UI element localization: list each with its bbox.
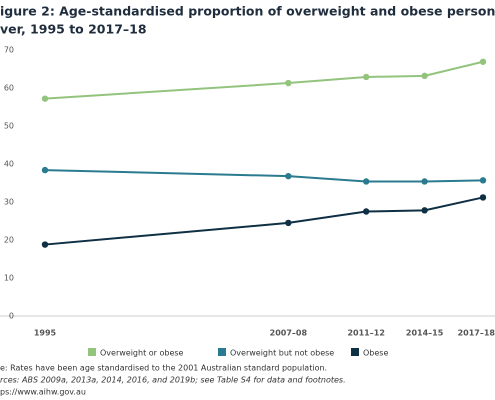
- chart-title: ver, 1995 to 2017–18: [0, 22, 147, 37]
- data-point: [285, 219, 292, 227]
- legend-label: Overweight or obese: [100, 349, 184, 358]
- data-point: [41, 241, 49, 248]
- y-tick-label: 10: [4, 274, 14, 283]
- data-point: [479, 58, 487, 65]
- series-line: [44, 60, 484, 100]
- legend-swatch: [218, 348, 226, 356]
- legend-label: Overweight but not obese: [230, 349, 334, 358]
- x-tick-label: 2014–15: [406, 329, 444, 338]
- x-tick-label: 2007–08: [270, 329, 308, 338]
- y-tick-label: 20: [4, 236, 14, 245]
- data-point: [421, 72, 428, 80]
- x-tick-label: 2011–12: [347, 329, 384, 338]
- y-tick-label: 40: [4, 160, 14, 169]
- data-point: [363, 208, 370, 215]
- data-point: [285, 172, 292, 180]
- data-point: [363, 73, 370, 81]
- series-line: [44, 196, 484, 246]
- y-tick-label: 70: [4, 46, 14, 55]
- series-line: [44, 169, 484, 183]
- x-tick-label: 1995: [34, 329, 57, 338]
- data-point: [479, 194, 487, 201]
- data-point: [285, 79, 292, 87]
- data-point: [41, 95, 49, 102]
- data-point: [41, 166, 49, 174]
- legend-swatch: [351, 348, 359, 356]
- data-point: [479, 177, 487, 184]
- note: e: Rates have been age standardised to t…: [0, 364, 327, 373]
- note: rces: ABS 2009a, 2013a, 2014, 2016, and …: [0, 376, 346, 385]
- y-tick-label: 60: [4, 84, 14, 93]
- chart-title: igure 2: Age-standardised proportion of …: [0, 4, 495, 19]
- y-tick-label: 0: [9, 312, 14, 321]
- data-point: [421, 178, 428, 185]
- data-point: [421, 207, 428, 214]
- y-tick-label: 30: [4, 198, 14, 207]
- legend-swatch: [88, 348, 96, 356]
- y-tick-label: 50: [4, 122, 14, 131]
- x-tick-label: 2017–18: [458, 329, 495, 338]
- legend-label: Obese: [363, 349, 388, 358]
- data-point: [363, 178, 370, 185]
- note-link[interactable]: ps://www.aihw.gov.au: [0, 388, 86, 397]
